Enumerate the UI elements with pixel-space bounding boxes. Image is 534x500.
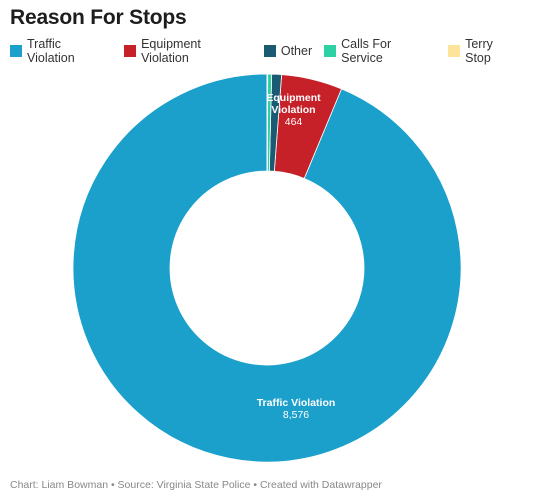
slice-label-traffic-violation: Traffic Violation (257, 397, 336, 409)
legend-swatch-other (263, 45, 276, 57)
legend-swatch-equipment-violation (124, 45, 137, 57)
legend-swatch-calls-for-service (324, 45, 337, 57)
legend-swatch-traffic-violation (10, 45, 22, 57)
chart-title: Reason For Stops (10, 6, 187, 29)
legend-item-other: Other (263, 44, 313, 58)
legend-item-equipment-violation: Equipment Violation (124, 37, 252, 65)
legend-label-other: Other (280, 44, 313, 58)
slice-value-traffic-violation: 8,576 (283, 409, 309, 421)
slice-value-equipment-violation: 464 (285, 116, 303, 128)
legend-label-equipment-violation: Equipment Violation (141, 37, 201, 65)
donut-slice-terry-stop (266, 73, 269, 172)
legend-item-calls-for-service: Calls For Service (324, 37, 436, 65)
slice-label-equipment-violation-line-1: Equipment (266, 92, 321, 104)
legend-label-traffic-violation: Traffic Violation (26, 37, 75, 65)
legend-item-terry-stop: Terry Stop (448, 37, 522, 65)
slice-label-equipment-violation-line-2: Violation (271, 104, 315, 116)
legend-label-calls-for-service: Calls For Service (341, 37, 392, 65)
legend-swatch-terry-stop (448, 45, 461, 57)
donut-chart-area: Traffic Violation 8,576 Equipment Violation… (0, 60, 534, 472)
legend-label-terry-stop: Terry Stop (465, 37, 493, 65)
donut-slice-traffic-violation (72, 73, 462, 463)
legend-item-traffic-violation: Traffic Violation (10, 37, 112, 65)
legend: Traffic Violation Equipment Violation Ot… (10, 37, 534, 65)
chart-footer: Chart: Liam Bowman • Source: Virginia St… (10, 479, 382, 491)
